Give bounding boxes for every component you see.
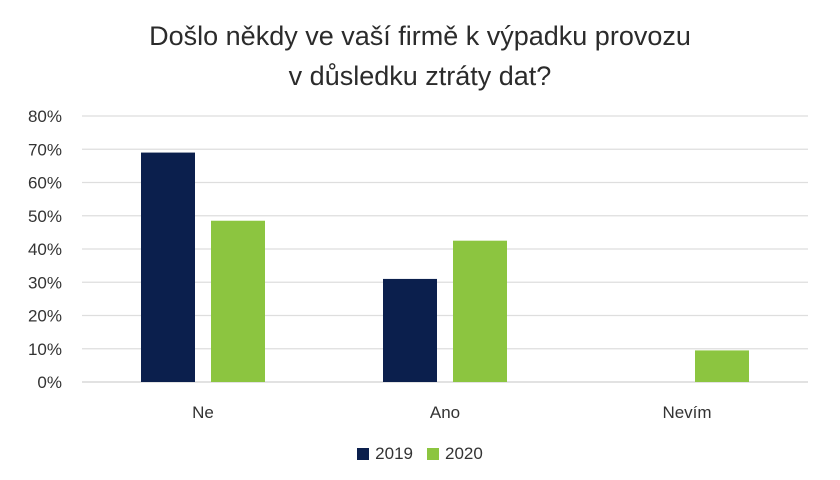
y-tick-label: 30% xyxy=(28,273,62,292)
y-tick-label: 60% xyxy=(28,174,62,193)
chart-legend: 2019 2020 xyxy=(0,444,840,464)
y-tick-label: 20% xyxy=(28,307,62,326)
bar-2019-0 xyxy=(141,152,195,382)
bar-2020-2 xyxy=(695,350,749,382)
legend-item-2020: 2020 xyxy=(427,444,483,464)
legend-label-2020: 2020 xyxy=(445,444,483,463)
bar-2020-1 xyxy=(453,240,507,382)
y-tick-label: 10% xyxy=(28,340,62,359)
chart-title: Došlo někdy ve vaší firmě k výpadku prov… xyxy=(0,16,840,96)
y-tick-label: 40% xyxy=(28,240,62,259)
chart-title-line-2: v důsledku ztráty dat? xyxy=(288,61,552,91)
y-tick-label: 80% xyxy=(28,107,62,126)
legend-label-2019: 2019 xyxy=(375,444,413,463)
y-tick-label: 70% xyxy=(28,140,62,159)
legend-swatch-2019 xyxy=(357,448,370,460)
legend-item-2019: 2019 xyxy=(357,444,413,464)
x-category-label: Ano xyxy=(430,403,460,422)
chart-title-line-1: Došlo někdy ve vaší firmě k výpadku prov… xyxy=(149,21,691,51)
bar-2020-0 xyxy=(211,220,265,382)
bar-2019-1 xyxy=(383,278,437,382)
x-category-label: Ne xyxy=(192,403,214,422)
y-tick-label: 0% xyxy=(37,373,62,392)
y-tick-label: 50% xyxy=(28,207,62,226)
legend-swatch-2020 xyxy=(427,448,439,460)
x-category-label: Nevím xyxy=(662,403,711,422)
